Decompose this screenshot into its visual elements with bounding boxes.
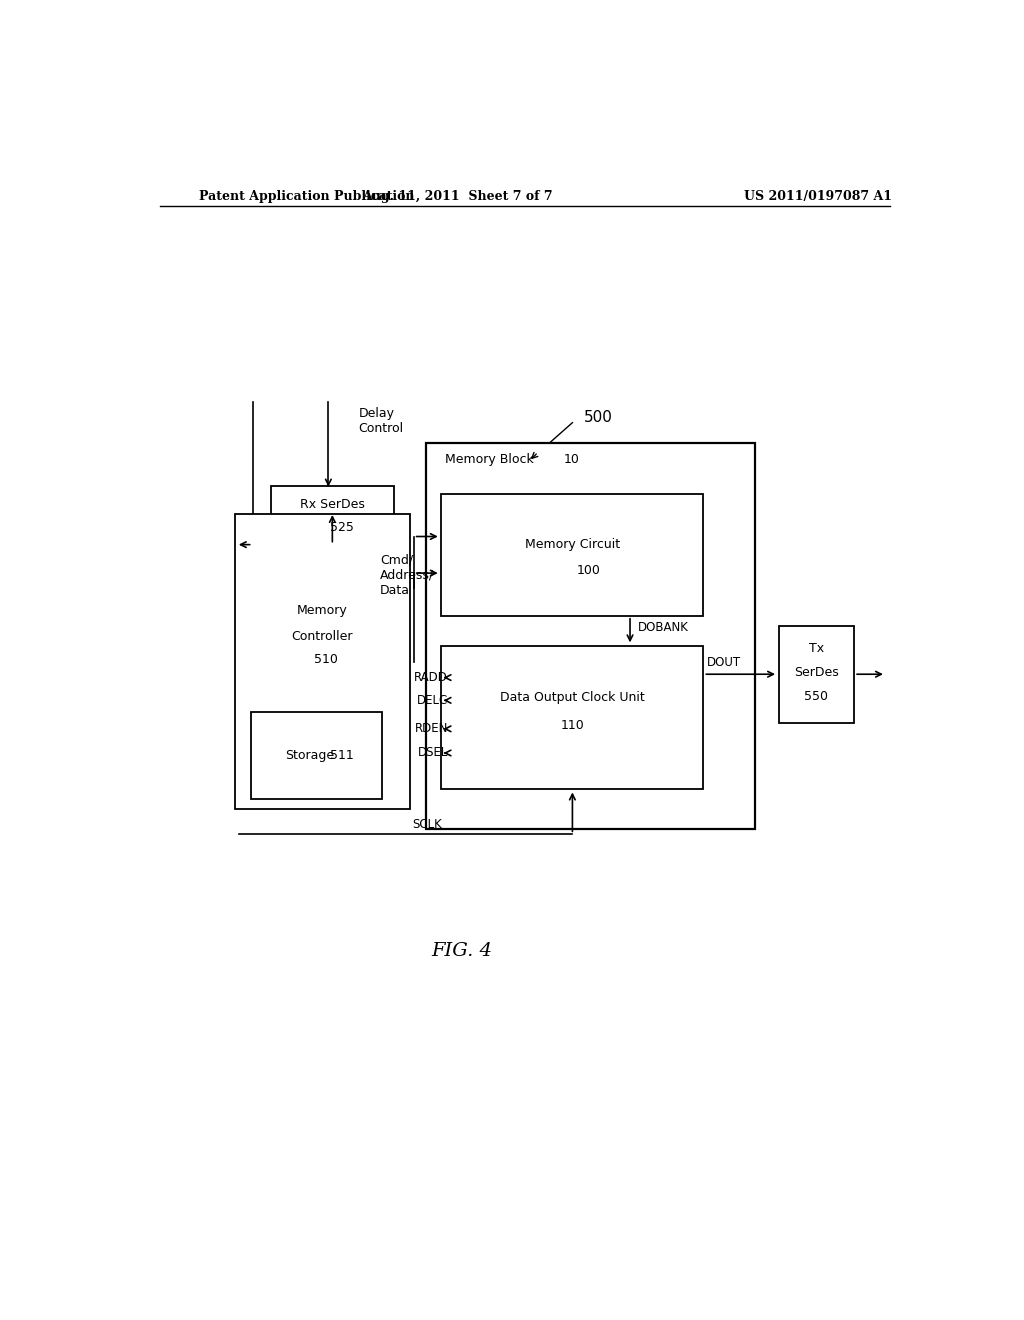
Text: DOBANK: DOBANK	[638, 622, 689, 635]
Text: 550: 550	[805, 690, 828, 704]
Text: 510: 510	[314, 653, 338, 667]
Bar	[778, 626, 854, 722]
Text: SCLK: SCLK	[413, 817, 442, 830]
Text: DSEL: DSEL	[418, 747, 447, 759]
Text: DOUT: DOUT	[708, 656, 741, 668]
Text: Patent Application Publication: Patent Application Publication	[200, 190, 415, 202]
Text: SerDes: SerDes	[794, 665, 839, 678]
Text: US 2011/0197087 A1: US 2011/0197087 A1	[744, 190, 893, 202]
Text: Aug. 11, 2011  Sheet 7 of 7: Aug. 11, 2011 Sheet 7 of 7	[362, 190, 553, 202]
Text: Rx SerDes: Rx SerDes	[300, 499, 365, 511]
Bar	[236, 515, 410, 809]
Bar	[251, 713, 382, 799]
Text: Storage: Storage	[286, 748, 335, 762]
Text: Cmd/
Address/
Data: Cmd/ Address/ Data	[380, 553, 434, 597]
Text: Delay
Control: Delay Control	[358, 407, 403, 434]
Text: 500: 500	[585, 411, 613, 425]
Text: 100: 100	[577, 564, 600, 577]
Text: DELC: DELC	[417, 694, 447, 706]
Text: Memory Circuit: Memory Circuit	[525, 539, 620, 552]
Text: Controller: Controller	[292, 630, 353, 643]
Text: RDEN: RDEN	[415, 722, 447, 735]
Text: 10: 10	[563, 453, 580, 466]
Bar	[441, 494, 703, 615]
Text: Memory Block: Memory Block	[445, 453, 535, 466]
Bar	[270, 486, 394, 545]
Text: Memory: Memory	[297, 605, 348, 618]
Text: FIG. 4: FIG. 4	[431, 942, 492, 960]
Text: Data Output Clock Unit: Data Output Clock Unit	[500, 690, 645, 704]
Text: Tx: Tx	[809, 643, 824, 655]
Bar	[441, 647, 703, 788]
Text: 511: 511	[330, 748, 353, 762]
Text: 525: 525	[330, 521, 354, 533]
Bar	[426, 444, 755, 829]
Text: RADD: RADD	[414, 671, 447, 684]
Text: 110: 110	[560, 719, 585, 733]
